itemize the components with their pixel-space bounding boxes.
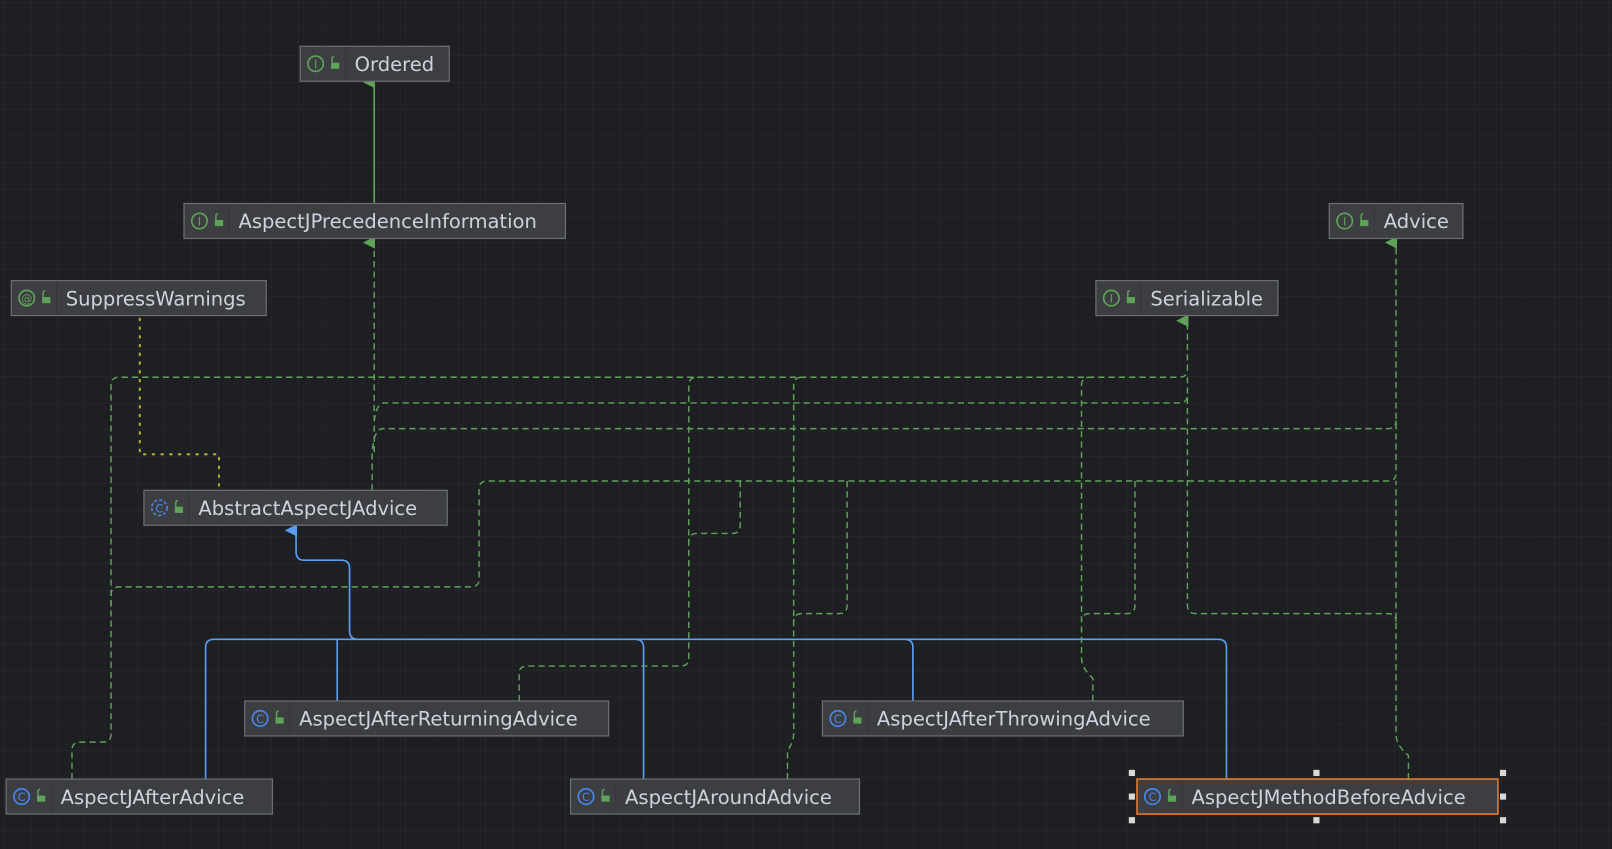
public-lock-icon — [275, 710, 284, 724]
node-box — [821, 700, 1184, 737]
node-label: AspectJMethodBeforeAdvice — [1192, 786, 1466, 809]
node-afterReturning[interactable]: C AspectJAfterReturningAdvice — [244, 700, 610, 737]
svg-text:C: C — [582, 791, 590, 804]
node-label: Advice — [1384, 210, 1449, 233]
resize-handle[interactable] — [1128, 817, 1135, 824]
implements-edge[interactable] — [110, 236, 1398, 607]
node-box — [183, 202, 567, 240]
public-lock-icon — [331, 55, 340, 69]
implements-edge[interactable] — [71, 314, 1189, 780]
resize-handle[interactable] — [1499, 817, 1507, 824]
class-icon: C — [829, 709, 847, 727]
public-lock-icon — [1126, 290, 1135, 304]
implements-edge[interactable] — [786, 376, 802, 780]
nodes-layer: I Ordered I AspectJPrecedenceInformation I Ad… — [5, 45, 1499, 815]
public-lock-icon — [853, 710, 862, 724]
public-lock-icon — [1360, 213, 1369, 227]
implements-edge[interactable] — [373, 394, 1189, 422]
node-box — [143, 489, 448, 526]
node-label: AspectJAfterThrowingAdvice — [877, 708, 1151, 731]
node-label: AspectJAroundAdvice — [625, 786, 832, 809]
node-box — [10, 279, 267, 317]
node-serializable[interactable]: I Serializable — [1095, 279, 1279, 317]
implements-edge[interactable] — [1186, 377, 1397, 622]
abstract-class-icon: C — [150, 499, 168, 517]
public-lock-icon — [37, 788, 46, 802]
node-box — [1136, 778, 1499, 815]
edges-layer — [71, 76, 1410, 780]
implements-edge[interactable] — [688, 481, 741, 542]
interface-icon: I — [190, 212, 208, 230]
extends-edge[interactable] — [904, 638, 914, 701]
node-methodBefore[interactable]: C AspectJMethodBeforeAdvice — [1136, 778, 1499, 815]
node-box — [1328, 202, 1464, 240]
resize-handle[interactable] — [1499, 769, 1507, 777]
node-label: SuppressWarnings — [66, 287, 246, 310]
class-icon: C — [577, 788, 595, 806]
node-afterThrowing[interactable]: C AspectJAfterThrowingAdvice — [821, 700, 1184, 737]
public-lock-icon — [1167, 788, 1177, 802]
svg-text:I: I — [1343, 216, 1346, 229]
class-icon: C — [251, 709, 269, 727]
public-lock-icon — [601, 788, 610, 802]
svg-text:C: C — [155, 502, 163, 515]
annotation-edge[interactable] — [138, 317, 221, 492]
svg-text:I: I — [1110, 293, 1113, 306]
svg-text:C: C — [18, 791, 26, 804]
svg-text:I: I — [314, 58, 317, 71]
node-box — [244, 700, 610, 737]
interface-icon: I — [1102, 289, 1120, 307]
node-label: AspectJAfterReturningAdvice — [299, 708, 578, 731]
resize-handle[interactable] — [1128, 793, 1135, 800]
svg-text:C: C — [1149, 791, 1157, 804]
resize-handle[interactable] — [1499, 793, 1507, 800]
public-lock-icon — [42, 290, 51, 304]
node-box — [299, 45, 450, 82]
node-abstract[interactable]: C AbstractAspectJAdvice — [143, 489, 448, 526]
resize-handle[interactable] — [1313, 817, 1320, 824]
implements-edge[interactable] — [371, 420, 1397, 491]
resize-handle[interactable] — [1313, 769, 1320, 777]
implements-edge[interactable] — [518, 376, 698, 701]
node-label: Ordered — [355, 53, 434, 76]
implements-edge[interactable] — [1395, 481, 1410, 780]
node-label: Serializable — [1150, 287, 1263, 310]
resize-handle[interactable] — [1128, 769, 1135, 777]
svg-text:C: C — [834, 713, 842, 726]
node-box — [569, 778, 861, 815]
implements-edge[interactable] — [792, 481, 848, 622]
svg-text:I: I — [198, 216, 201, 229]
node-suppress[interactable]: @ SuppressWarnings — [10, 279, 267, 317]
node-label: AbstractAspectJAdvice — [198, 497, 417, 520]
node-precedence[interactable]: I AspectJPrecedenceInformation — [183, 202, 567, 240]
svg-text:C: C — [256, 713, 264, 726]
implements-edge[interactable] — [1080, 376, 1094, 701]
svg-text:@: @ — [21, 293, 32, 306]
implements-edge[interactable] — [1080, 481, 1136, 622]
annotation-icon: @ — [18, 289, 36, 307]
node-box — [5, 778, 274, 815]
node-box — [1095, 279, 1279, 317]
node-label: AspectJPrecedenceInformation — [239, 210, 537, 233]
extends-edge[interactable] — [635, 638, 645, 780]
interface-icon: I — [307, 55, 325, 73]
node-after[interactable]: C AspectJAfterAdvice — [5, 778, 274, 815]
node-advice[interactable]: I Advice — [1328, 202, 1464, 240]
selection-handles — [1128, 769, 1507, 824]
interface-icon: I — [1336, 212, 1354, 230]
public-lock-icon — [214, 213, 224, 227]
public-lock-icon — [174, 499, 183, 513]
extends-edge[interactable] — [204, 638, 1228, 780]
class-icon: C — [1143, 788, 1161, 806]
extends-edge[interactable] — [284, 524, 358, 641]
node-around[interactable]: C AspectJAroundAdvice — [569, 778, 861, 815]
node-label: AspectJAfterAdvice — [61, 786, 245, 809]
node-ordered[interactable]: I Ordered — [299, 45, 450, 82]
class-icon: C — [13, 788, 31, 806]
